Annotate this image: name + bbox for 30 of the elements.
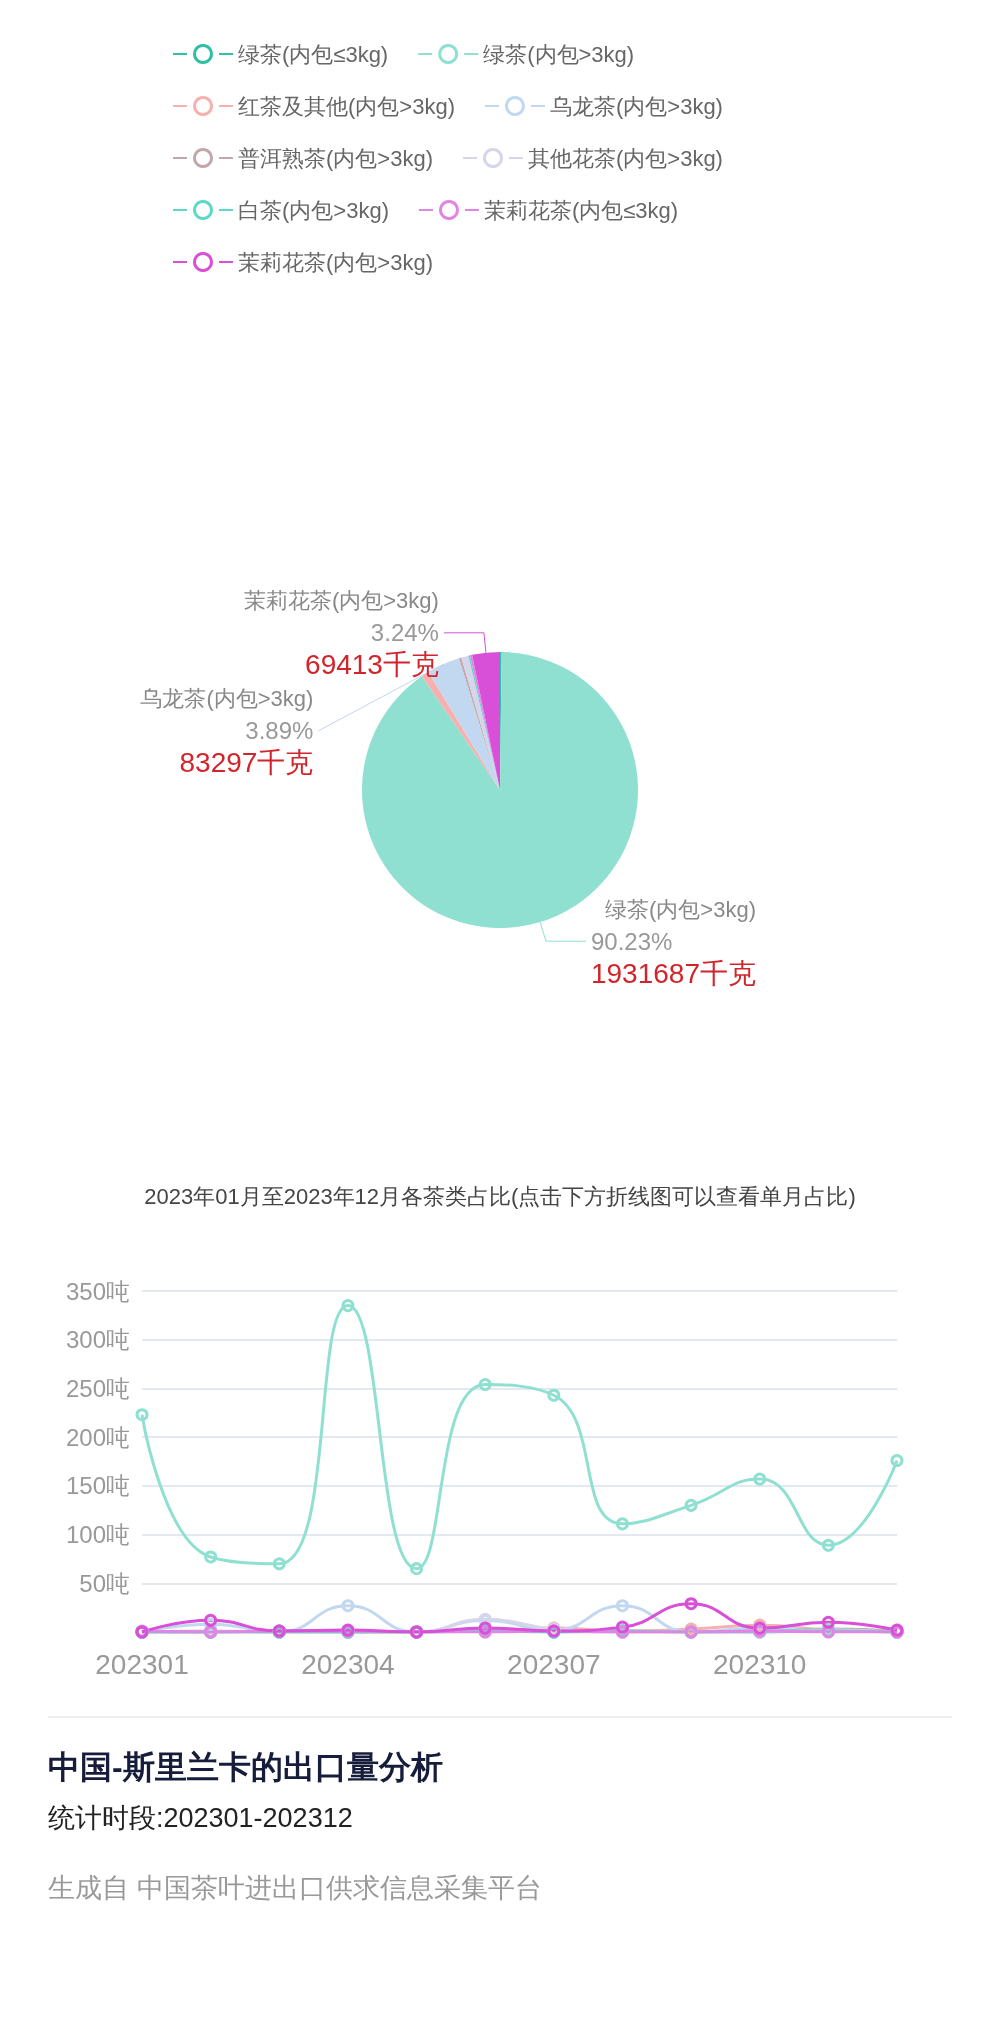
slice-label: 茉莉花茶(内包>3kg) <box>243 588 439 614</box>
data-label: 90.23% 1931687千克 <box>590 927 756 989</box>
x-tick-label: 202307 <box>507 1648 601 1680</box>
y-tick-label: 350吨 <box>65 1277 130 1305</box>
data-label: 3.89% 83297千克 <box>179 717 314 779</box>
y-tick-label: 100吨 <box>65 1521 130 1549</box>
x-tick-label: 202301 <box>95 1648 189 1680</box>
legend-label: 其他花茶(内包>3kg) <box>527 145 723 171</box>
text: 生成自 中国茶叶进出口供求信息采集平台 <box>48 1872 543 1905</box>
legend-label: 绿茶(内包>3kg) <box>483 41 635 67</box>
y-tick-label: 50吨 <box>79 1569 130 1597</box>
chart-title: 2023年01月至2023年12月各茶类占比(点击下方折线图可以查看单月占比) <box>144 1183 856 1209</box>
legend-label: 茉莉花茶(内包≤3kg) <box>483 197 679 223</box>
text: 统计时段:202301-202312 <box>48 1802 354 1835</box>
legend-label: 绿茶(内包≤3kg) <box>238 41 389 67</box>
y-tick-label: 200吨 <box>65 1423 130 1451</box>
text: 中国-斯里兰卡的出口量分析 <box>48 1748 444 1787</box>
legend-label: 乌龙茶(内包>3kg) <box>549 93 723 119</box>
legend-label: 白茶(内包>3kg) <box>238 197 389 223</box>
legend-label: 茉莉花茶(内包>3kg) <box>238 249 433 275</box>
y-tick-label: 150吨 <box>65 1472 130 1500</box>
x-tick-label: 202310 <box>713 1648 807 1680</box>
y-tick-label: 250吨 <box>65 1374 130 1402</box>
slice-label: 乌龙茶(内包>3kg) <box>140 686 314 712</box>
x-tick-label: 202304 <box>301 1648 395 1680</box>
data-label: 3.24% 69413千克 <box>305 619 439 681</box>
legend-label: 普洱熟茶(内包>3kg) <box>238 145 433 171</box>
legend-label: 红茶及其他(内包>3kg) <box>238 93 455 119</box>
slice-label: 绿茶(内包>3kg) <box>604 896 756 922</box>
y-tick-label: 300吨 <box>65 1326 130 1354</box>
